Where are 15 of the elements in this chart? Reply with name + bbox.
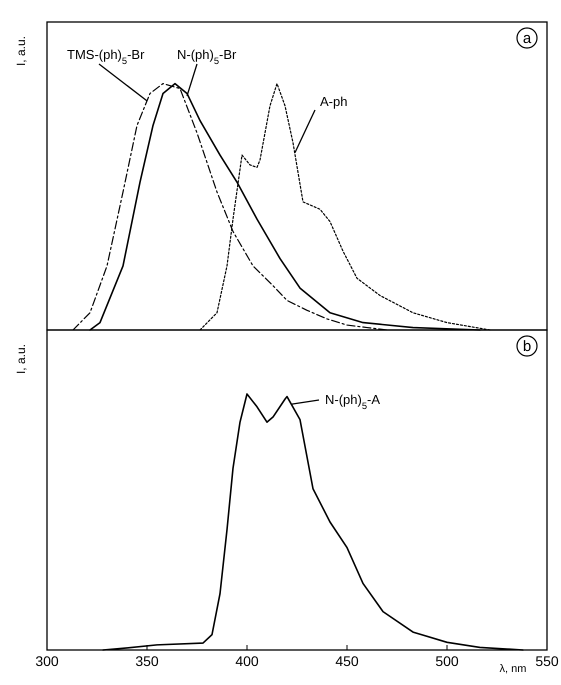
x-tick-label: 400 (235, 653, 259, 669)
y-axis-title: I, a.u. (14, 36, 28, 66)
y-axis-title: I, a.u. (14, 344, 28, 374)
text: A-ph (320, 94, 348, 109)
x-tick-label: 500 (435, 653, 459, 669)
legend-label: N-(ph)$_{5}$-A (325, 392, 380, 411)
x-axis-title: λ, nm (500, 663, 526, 675)
series-label: N-(ph)$_{5}$-Br (177, 47, 238, 66)
text: a (522, 30, 532, 47)
x-tick-label: 550 (535, 653, 559, 669)
series-label: TMS-(ph)$_{5}$-Br (67, 47, 146, 66)
x-tick-label: 450 (335, 653, 359, 669)
text: b (522, 338, 532, 355)
x-tick-label: 350 (135, 653, 159, 669)
x-tick-label: 300 (35, 653, 59, 669)
